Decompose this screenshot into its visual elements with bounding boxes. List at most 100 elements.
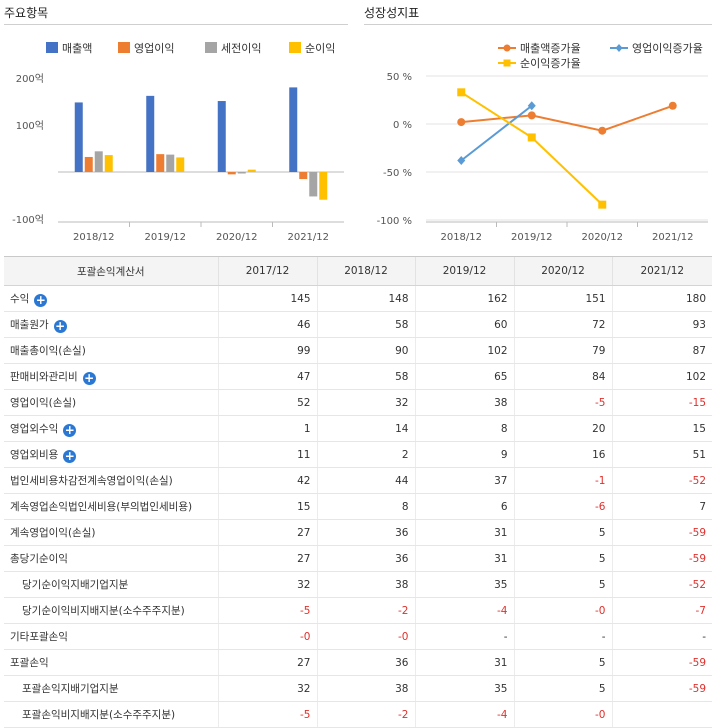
row-label: 총당기순이익 <box>10 553 68 565</box>
value-cell: 36 <box>316 649 415 676</box>
value-cell: 180 <box>611 285 712 312</box>
bar-4-2018/12 <box>104 155 113 172</box>
value-cell: 99 <box>217 337 317 364</box>
value-cell: 102 <box>611 363 712 390</box>
row-label-cell: 포괄손익 <box>4 649 218 676</box>
legend-marker-2 <box>615 44 623 52</box>
table-row: 계속영업손익법인세비용(부의법인세비용) 15 8 6 -6 7 <box>4 493 712 520</box>
legend-marker-3 <box>503 59 511 67</box>
value-cell: -0 <box>513 701 612 728</box>
y-tick-label: 50 % <box>387 72 412 83</box>
value-cell: -4 <box>414 701 514 728</box>
value-cell: 27 <box>217 649 317 676</box>
bar-3-2020/12 <box>237 172 246 174</box>
value-cell: 5 <box>513 545 612 572</box>
value-cell: 44 <box>316 467 415 494</box>
x-tick-label: 2018/12 <box>73 232 115 243</box>
value-cell: - <box>414 623 514 650</box>
value-cell: -4 <box>414 597 514 624</box>
x-tick-label: 2021/12 <box>287 232 329 243</box>
value-cell: -6 <box>513 493 612 520</box>
value-cell: 15 <box>217 493 317 520</box>
row-label: 영업외비용 <box>10 448 59 461</box>
table-row: 영업외비용 +11 2 9 16 51 <box>4 441 712 468</box>
table-header-year: 2018/12 <box>316 256 415 286</box>
row-label: 매출총이익(손실) <box>10 345 86 357</box>
value-cell: 5 <box>513 675 612 702</box>
value-cell: 32 <box>217 571 317 598</box>
value-cell: 8 <box>414 415 514 442</box>
value-cell: 52 <box>217 389 317 416</box>
value-cell: 36 <box>316 519 415 546</box>
value-cell: -2 <box>316 701 415 728</box>
row-label-cell: 당기순이익지배기업지분 <box>4 571 218 598</box>
table-row: 수익 +145 148 162 151 180 <box>4 285 712 312</box>
value-cell: 42 <box>217 467 317 494</box>
table-header-year: 2020/12 <box>513 256 612 286</box>
value-cell: 38 <box>316 675 415 702</box>
value-cell: 38 <box>316 571 415 598</box>
table-header-year: 2019/12 <box>414 256 514 286</box>
value-cell: 32 <box>217 675 317 702</box>
y-tick-label: 0 % <box>393 120 412 131</box>
value-cell: 2 <box>316 441 415 468</box>
value-cell: -59 <box>611 519 712 546</box>
value-cell: 35 <box>414 571 514 598</box>
value-cell: 162 <box>414 285 514 312</box>
value-cell: 1 <box>217 415 317 442</box>
value-cell: -5 <box>217 701 317 728</box>
x-tick-label: 2018/12 <box>440 232 482 243</box>
value-cell: 5 <box>513 649 612 676</box>
row-label-cell: 매출총이익(손실) <box>4 337 218 364</box>
row-label: 판매비와관리비 <box>10 370 78 383</box>
row-label-cell: 판매비와관리비 + <box>4 363 218 390</box>
value-cell: 9 <box>414 441 514 468</box>
value-cell: 8 <box>316 493 415 520</box>
bar-4-2021/12 <box>319 172 328 200</box>
value-cell: 5 <box>513 571 612 598</box>
bar-1-2020/12 <box>217 101 226 172</box>
expand-plus-icon[interactable]: + <box>82 370 96 385</box>
table-row: 계속영업이익(손실) 27 36 31 5 -59 <box>4 519 712 546</box>
bar-1-2018/12 <box>74 102 83 172</box>
table-row: 당기순이익비지배지분(소수주주지분) -5 -2 -4 -0 -7 <box>4 597 712 624</box>
table-header-row: 포괄손익계산서 2017/12 2018/12 2019/12 2020/12 2021/… <box>4 256 712 286</box>
value-cell: 102 <box>414 337 514 364</box>
bar-1-2021/12 <box>289 87 298 172</box>
row-label: 계속영업손익법인세비용(부의법인세비용) <box>10 501 193 513</box>
expand-plus-icon[interactable]: + <box>63 448 77 463</box>
row-label: 영업이익(손실) <box>10 397 77 409</box>
value-cell: 36 <box>316 545 415 572</box>
row-label: 당기순이익지배기업지분 <box>22 579 129 591</box>
value-cell: 87 <box>611 337 712 364</box>
expand-plus-icon[interactable]: + <box>63 422 77 437</box>
y-tick-label: 200억 <box>16 73 44 85</box>
value-cell: -7 <box>611 597 712 624</box>
table-row: 판매비와관리비 +47 58 65 84 102 <box>4 363 712 390</box>
value-cell: 7 <box>611 493 712 520</box>
value-cell: 65 <box>414 363 514 390</box>
expand-plus-icon[interactable]: + <box>34 292 48 307</box>
value-cell: 35 <box>414 675 514 702</box>
row-label-cell: 영업이익(손실) <box>4 389 218 416</box>
value-cell: 37 <box>414 467 514 494</box>
table-row: 포괄손익지배기업지분 32 38 35 5 -59 <box>4 675 712 702</box>
value-cell: 46 <box>217 311 317 338</box>
point-2-2019/12 <box>527 101 536 111</box>
expand-plus-icon[interactable]: + <box>53 318 67 333</box>
value-cell: 31 <box>414 649 514 676</box>
row-label-cell: 수익 + <box>4 285 218 312</box>
legend-swatch-3 <box>205 42 217 53</box>
x-tick-label: 2020/12 <box>581 232 623 243</box>
growth-indicators-title-rule <box>364 24 712 25</box>
value-cell: - <box>611 623 712 650</box>
table-row: 매출원가 +46 58 60 72 93 <box>4 311 712 338</box>
income-statement-table: 포괄손익계산서 2017/12 2018/12 2019/12 2020/12 2021/… <box>4 256 712 728</box>
value-cell: 148 <box>316 285 415 312</box>
key-items-title-rule <box>4 24 348 25</box>
value-cell: 27 <box>217 519 317 546</box>
table-row: 영업외수익 +1 14 8 20 15 <box>4 415 712 442</box>
value-cell: -5 <box>513 389 612 416</box>
row-label: 포괄손익 <box>10 657 49 669</box>
row-label: 포괄손익지배기업지분 <box>22 683 119 695</box>
